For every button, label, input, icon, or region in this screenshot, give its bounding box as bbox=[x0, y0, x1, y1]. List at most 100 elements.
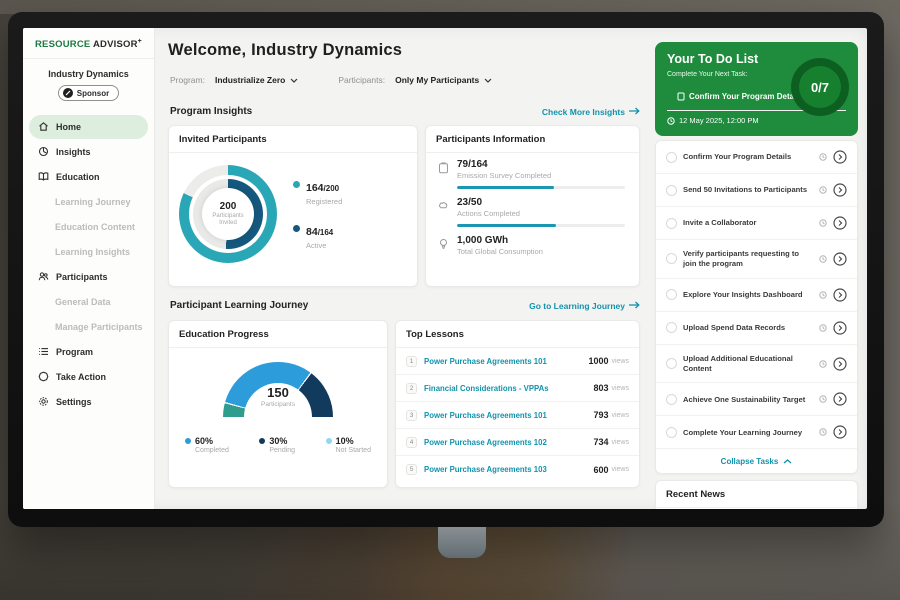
todo-summary-card: Your To Do List Complete Your Next Task:… bbox=[655, 42, 858, 136]
participants-dropdown[interactable]: Participants: Only My Participants bbox=[338, 75, 492, 85]
legend-item-pending: 30% Pending bbox=[259, 436, 295, 454]
sidebar-item-insights[interactable]: Insights bbox=[29, 140, 148, 164]
sidebar-item-program[interactable]: Program bbox=[29, 340, 148, 364]
lesson-link[interactable]: Power Purchase Agreements 101 bbox=[424, 410, 547, 420]
task-row[interactable]: Explore Your Insights Dashboard bbox=[656, 279, 857, 312]
sidebar-item-label: General Data bbox=[55, 297, 111, 308]
chevron-right-icon[interactable] bbox=[833, 321, 847, 335]
learning-journey-header: Participant Learning Journey Go to Learn… bbox=[170, 300, 640, 311]
lesson-link[interactable]: Financial Considerations - VPPAs bbox=[424, 383, 549, 393]
sidebar-item-settings[interactable]: Settings bbox=[29, 390, 148, 414]
chevron-right-icon[interactable] bbox=[833, 356, 847, 371]
sidebar-item-label: Manage Participants bbox=[55, 322, 143, 333]
legend-item-completed: 60% Completed bbox=[185, 436, 229, 454]
task-checkbox[interactable] bbox=[666, 151, 677, 163]
clock-icon bbox=[819, 359, 827, 368]
task-row[interactable]: Upload Additional Educational Content bbox=[656, 345, 857, 384]
sidebar-item-take-action[interactable]: Take Action bbox=[29, 365, 148, 389]
card-title: Invited Participants bbox=[169, 126, 417, 153]
legend-item-registered: 164/200 Registered bbox=[293, 178, 342, 206]
sponsor-badge-label: Sponsor bbox=[76, 88, 110, 98]
task-row[interactable]: Verify participants requesting to join t… bbox=[656, 240, 857, 279]
top-lessons-card: Top Lessons 1 Power Purchase Agreements … bbox=[395, 320, 640, 488]
task-label: Explore Your Insights Dashboard bbox=[683, 289, 803, 299]
stat-global-consumption: 1,000 GWh Total Global Consumption bbox=[426, 229, 639, 256]
chevron-right-icon[interactable] bbox=[833, 150, 847, 164]
sidebar-item-label: Education Content bbox=[55, 222, 135, 233]
sidebar-item-learning-journey[interactable]: Learning Journey bbox=[29, 190, 148, 214]
sidebar-item-label: Insights bbox=[56, 147, 91, 158]
go-to-learning-journey-link[interactable]: Go to Learning Journey bbox=[529, 301, 640, 311]
stat-emission-survey: 79/164 Emission Survey Completed bbox=[426, 153, 639, 189]
sidebar-item-learning-insights[interactable]: Learning Insights bbox=[29, 240, 148, 264]
chevron-right-icon[interactable] bbox=[833, 252, 847, 266]
page-title: Welcome, Industry Dynamics bbox=[168, 41, 403, 59]
lesson-link[interactable]: Power Purchase Agreements 102 bbox=[424, 437, 547, 447]
sidebar-item-education-content[interactable]: Education Content bbox=[29, 215, 148, 239]
task-row[interactable]: Achieve One Sustainability Target bbox=[656, 383, 857, 417]
sidebar-item-education[interactable]: Education bbox=[29, 165, 148, 189]
bulb-icon bbox=[440, 239, 447, 249]
todo-progress-value: 0/7 bbox=[810, 79, 830, 95]
chevron-right-icon[interactable] bbox=[833, 216, 847, 230]
chevron-down-icon bbox=[290, 75, 298, 85]
sidebar-menu: Home Insights Education Learning Journey… bbox=[23, 115, 154, 414]
lesson-views: 1000 bbox=[588, 356, 609, 366]
home-icon bbox=[38, 121, 49, 134]
task-checkbox[interactable] bbox=[666, 217, 677, 229]
collapse-tasks-link[interactable]: Collapse Tasks bbox=[656, 449, 857, 472]
lesson-rank: 2 bbox=[406, 382, 417, 394]
sidebar-item-participants[interactable]: Participants bbox=[29, 265, 148, 289]
participants-information-card: Participants Information 79/164 Emission… bbox=[425, 125, 640, 287]
task-label: Send 50 Invitations to Participants bbox=[683, 185, 808, 195]
lesson-link[interactable]: Power Purchase Agreements 103 bbox=[424, 465, 547, 474]
check-more-insights-link[interactable]: Check More Insights bbox=[542, 107, 640, 117]
task-label: Complete Your Learning Journey bbox=[683, 427, 803, 437]
app-logo: RESOURCE ADVISOR+ bbox=[23, 28, 154, 60]
gauge-legend: 60% Completed 30% Pending 10% Not Starte… bbox=[169, 424, 387, 454]
donut-center: 200 Participants Invited bbox=[202, 188, 254, 240]
task-checkbox[interactable] bbox=[666, 426, 677, 438]
task-row[interactable]: Complete Your Learning Journey bbox=[656, 416, 857, 450]
dashboard-screen: RESOURCE ADVISOR+ Industry Dynamics Spon… bbox=[23, 28, 867, 509]
stat-label: Total Global Consumption bbox=[457, 247, 543, 256]
lesson-views: 793 bbox=[593, 410, 609, 420]
task-checkbox[interactable] bbox=[666, 393, 677, 405]
chevron-right-icon[interactable] bbox=[833, 425, 847, 440]
task-label: Verify participants requesting to join t… bbox=[683, 249, 800, 268]
chevron-right-icon[interactable] bbox=[833, 288, 847, 302]
sidebar-item-label: Education bbox=[56, 172, 100, 183]
program-dropdown[interactable]: Program: Industrialize Zero bbox=[170, 75, 298, 85]
task-label: Invite a Collaborator bbox=[683, 218, 757, 228]
task-checkbox[interactable] bbox=[666, 289, 677, 301]
chevron-right-icon[interactable] bbox=[833, 183, 847, 197]
task-checkbox[interactable] bbox=[666, 253, 677, 265]
sidebar-item-manage-participants[interactable]: Manage Participants bbox=[29, 315, 148, 339]
lesson-link[interactable]: Power Purchase Agreements 101 bbox=[424, 356, 547, 366]
sidebar-item-label: Learning Insights bbox=[55, 247, 131, 258]
task-checkbox[interactable] bbox=[666, 322, 677, 334]
education-gauge-chart: 150 Participants bbox=[223, 362, 333, 424]
card-title: Participants Information bbox=[426, 126, 639, 153]
clipboard-icon bbox=[439, 162, 448, 174]
task-row[interactable]: Send 50 Invitations to Participants bbox=[656, 174, 857, 207]
sidebar-item-general-data[interactable]: General Data bbox=[29, 290, 148, 314]
task-label: Upload Additional Educational Content bbox=[683, 353, 793, 373]
sidebar-item-label: Home bbox=[56, 122, 82, 133]
task-label: Upload Spend Data Records bbox=[683, 322, 786, 332]
clock-icon bbox=[819, 219, 827, 227]
progress-bar bbox=[457, 224, 625, 227]
task-checkbox[interactable] bbox=[666, 184, 677, 196]
task-row[interactable]: Upload Spend Data Records bbox=[656, 312, 857, 345]
lesson-row: 1 Power Purchase Agreements 101 1000 view… bbox=[396, 348, 639, 375]
task-row[interactable]: Confirm Your Program Details bbox=[656, 141, 857, 174]
task-label: Confirm Your Program Details bbox=[683, 152, 792, 162]
task-row[interactable]: Invite a Collaborator bbox=[656, 207, 857, 240]
insights-icon bbox=[38, 146, 49, 159]
program-dropdown-label: Program: bbox=[170, 75, 205, 85]
sidebar-item-home[interactable]: Home bbox=[29, 115, 148, 140]
clock-icon bbox=[819, 255, 827, 263]
task-checkbox[interactable] bbox=[666, 358, 677, 370]
legend-dot bbox=[259, 438, 266, 444]
chevron-right-icon[interactable] bbox=[833, 392, 847, 407]
